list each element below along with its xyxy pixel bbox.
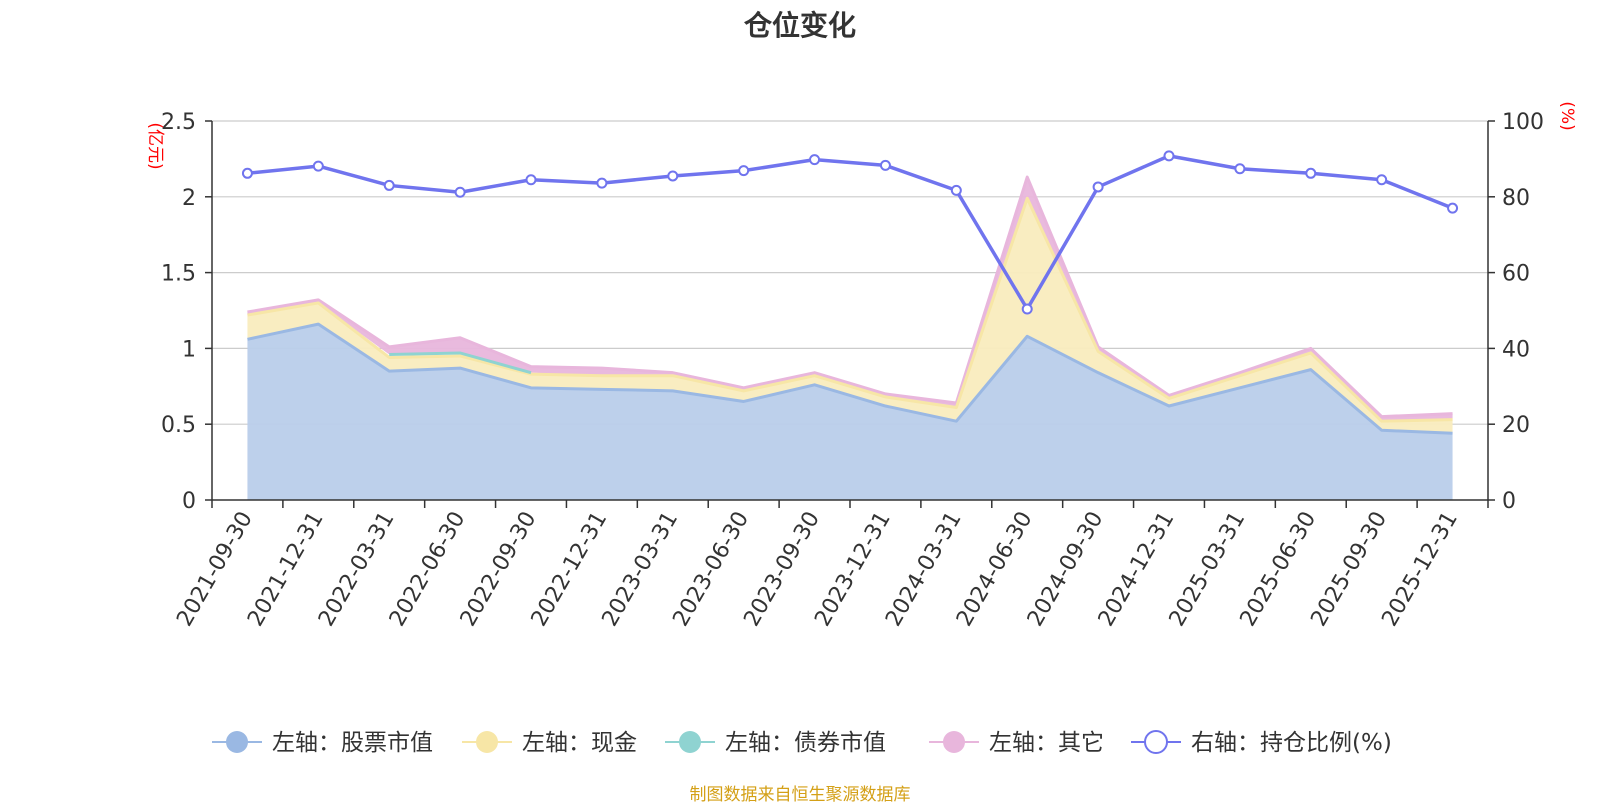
- legend-swatch-marker: [679, 731, 701, 753]
- ratio-point: [879, 159, 891, 171]
- x-axis-category-label: 2022-06-30: [385, 507, 471, 630]
- x-axis-category-label: 2022-03-31: [314, 508, 400, 631]
- ratio-point: [1376, 174, 1388, 186]
- ratio-point: [1092, 181, 1104, 193]
- legend-label: 左轴：股票市值: [272, 730, 433, 756]
- x-axis-category-label: 2023-09-30: [739, 508, 825, 631]
- right-axis-tick-label: 100: [1502, 110, 1544, 135]
- ratio-point: [525, 174, 537, 186]
- x-axis-category-label: 2025-03-31: [1165, 508, 1251, 631]
- x-axis-category-label: 2023-12-31: [810, 508, 896, 631]
- left-axis-tick-label: 2.5: [161, 110, 196, 135]
- x-axis-category-label: 2021-12-31: [243, 508, 329, 631]
- x-axis-category-label: 2023-03-31: [598, 508, 684, 631]
- chart-title: 仓位变化: [743, 9, 856, 42]
- x-axis-category-label: 2022-12-31: [527, 508, 613, 631]
- right-axis-tick-label: 60: [1502, 262, 1530, 287]
- left-axis-unit: (亿元): [145, 122, 165, 169]
- x-axis-category-label: 2024-09-30: [1023, 508, 1109, 631]
- legend-swatch-marker: [226, 731, 248, 753]
- ratio-point: [1163, 150, 1175, 162]
- legend-swatch-marker: [476, 731, 498, 753]
- right-axis-tick-label: 40: [1502, 337, 1530, 362]
- ratio-point: [312, 160, 324, 172]
- ratio-point: [1447, 202, 1459, 214]
- x-axis-category-label: 2021-09-30: [172, 508, 258, 631]
- legend-label: 右轴：持仓比例(%): [1191, 730, 1392, 756]
- right-axis-tick-label: 80: [1502, 186, 1530, 211]
- bond-series-line: [389, 351, 532, 375]
- source-note: 制图数据来自恒生聚源数据库: [689, 785, 911, 805]
- right-axis-tick-label: 0: [1502, 489, 1516, 514]
- legend-label: 左轴：现金: [522, 730, 637, 756]
- ratio-point: [1234, 163, 1246, 175]
- x-axis-category-label: 2024-06-30: [952, 508, 1038, 631]
- ratio-point: [454, 186, 466, 198]
- other-series-line: [247, 175, 1453, 419]
- ratio-point: [738, 165, 750, 177]
- ratio-point: [950, 184, 962, 196]
- x-axis-category-label: 2025-12-31: [1377, 508, 1463, 631]
- left-axis-tick-label: 1.5: [161, 262, 196, 287]
- stock-series-area: [247, 324, 1453, 500]
- ratio-point: [667, 170, 679, 182]
- right-axis-tick-label: 20: [1502, 413, 1530, 438]
- ratio-point: [1305, 167, 1317, 179]
- x-axis-category-label: 2023-06-30: [668, 508, 754, 631]
- ratio-point: [383, 179, 395, 191]
- legend-swatch-marker: [943, 731, 965, 753]
- ratio-series-line: [247, 154, 1454, 311]
- x-axis-category-label: 2024-12-31: [1094, 508, 1180, 631]
- x-axis-category-label: 2025-09-30: [1306, 508, 1392, 631]
- ratio-point: [809, 154, 821, 166]
- legend-label: 左轴：债券市值: [725, 730, 886, 756]
- ratio-point: [596, 177, 608, 189]
- legend-swatch-marker: [1144, 730, 1168, 754]
- ratio-point: [1021, 303, 1033, 315]
- left-axis-tick-label: 1: [182, 337, 196, 362]
- left-axis-tick-label: 0: [182, 489, 196, 514]
- ratio-point: [241, 167, 253, 179]
- right-axis-unit: (%): [1557, 101, 1577, 130]
- x-axis-category-label: 2024-03-31: [881, 507, 967, 630]
- x-axis-category-label: 2025-06-30: [1236, 508, 1322, 631]
- cash-series-line: [247, 196, 1453, 423]
- legend-label: 左轴：其它: [989, 730, 1104, 756]
- left-axis-tick-label: 2: [182, 186, 196, 211]
- left-axis-tick-label: 0.5: [161, 413, 196, 438]
- stock-series-line: [247, 322, 1453, 435]
- x-axis-category-label: 2022-09-30: [456, 508, 542, 631]
